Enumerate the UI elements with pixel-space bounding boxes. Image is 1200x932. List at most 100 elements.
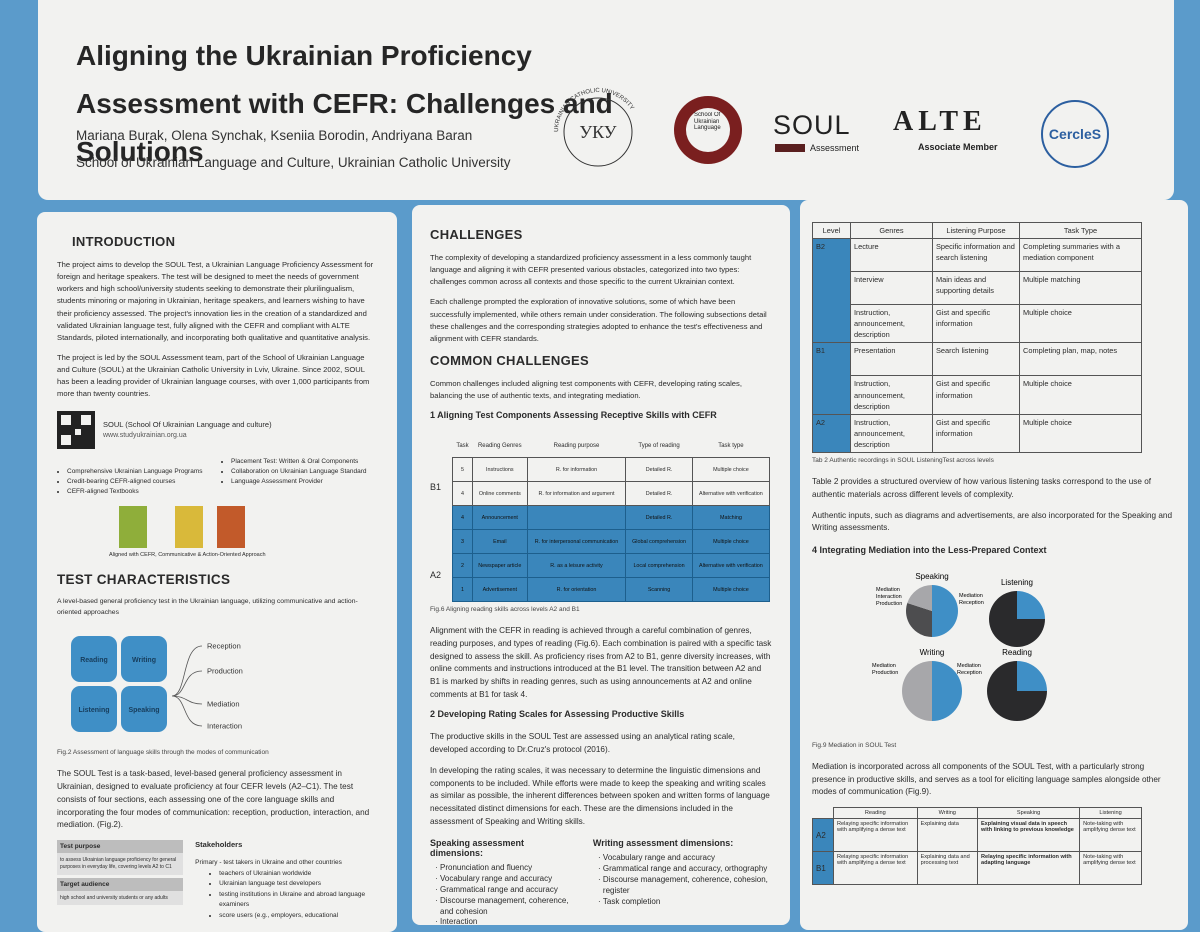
box-text: high school and university students or a… bbox=[57, 890, 184, 905]
listening-table: Level Genres Listening Purpose Task Type B2 L… bbox=[812, 221, 1142, 454]
logo-text: School Of Ukrainian Language bbox=[694, 112, 721, 132]
slice-label: Reception bbox=[959, 600, 984, 606]
dims-list: Vocabulary range and accuracyGrammatical… bbox=[593, 853, 772, 907]
header-cell: Speaking bbox=[976, 807, 1081, 820]
table-cell: Completing plan, map, notes bbox=[1019, 342, 1142, 377]
affiliation: School of Ukrainian Language and Culture… bbox=[76, 155, 511, 170]
qr-code bbox=[57, 410, 95, 449]
list-item: Vocabulary range and accuracy bbox=[440, 874, 575, 885]
table-cell: Instruction, announcement, description bbox=[850, 413, 933, 454]
soul-name: SOUL (School Of Ukrainian Language and c… bbox=[103, 420, 272, 430]
table-row: 1 Advertisement R. for orientation Scanning… bbox=[452, 577, 771, 603]
list-item: Task completion bbox=[603, 897, 772, 908]
textbook-caption: Aligned with CEFR, Communicative & Actio… bbox=[109, 551, 266, 558]
table-cell: Matching bbox=[691, 505, 771, 531]
skill-label: Listening bbox=[78, 707, 109, 714]
table-cell: Detailed R. bbox=[625, 481, 693, 507]
list-item: Grammatical range and accuracy bbox=[440, 885, 575, 896]
school-logo: School Of Ukrainian Language bbox=[674, 96, 742, 164]
table-cell: R. for orientation bbox=[526, 577, 627, 603]
list-item: Comprehensive Ukrainian Language Program… bbox=[67, 467, 217, 477]
slice-label: Mediation bbox=[872, 663, 896, 669]
left-column: INTRODUCTION The project aims to develop… bbox=[37, 212, 397, 932]
table-cell: Multiple choice bbox=[1019, 304, 1142, 344]
table-cell: Alternative with verification bbox=[691, 481, 771, 507]
skills-diagram: Reading Writing Listening Speaking Reception… bbox=[71, 636, 243, 733]
list-item: Language Assessment Provider bbox=[231, 477, 367, 487]
services-right: Placement Test: Written & Oral Component… bbox=[221, 457, 367, 498]
list-item: Vocabulary range and accuracy bbox=[603, 853, 772, 864]
mode-label: Interaction bbox=[207, 722, 242, 731]
list-item: Ukrainian language test developers bbox=[219, 879, 377, 889]
paragraph: Mediation is incorporated across all com… bbox=[812, 761, 1161, 797]
table-cell: Relaying specific information with adapt… bbox=[976, 851, 1081, 886]
textbooks bbox=[119, 505, 377, 548]
table-cell: Gist and specific information bbox=[932, 413, 1020, 454]
logo-mark: УКУ bbox=[579, 122, 616, 142]
mode-label: Mediation bbox=[207, 700, 240, 709]
alte-sub: Associate Member bbox=[918, 142, 998, 152]
poster: Aligning the Ukrainian Proficiency Asses… bbox=[0, 0, 1200, 909]
dims-heading: Speaking assessment dimensions: bbox=[430, 838, 525, 859]
table-cell: Relaying specific information with ampli… bbox=[833, 818, 918, 853]
table-cell: R. for information bbox=[526, 457, 627, 483]
header-panel: Aligning the Ukrainian Proficiency Asses… bbox=[38, 0, 1174, 200]
paragraph: The productive skills in the SOUL Test a… bbox=[430, 732, 735, 755]
section-heading: INTRODUCTION bbox=[72, 234, 176, 249]
paragraph: The project is led by the SOUL Assessmen… bbox=[57, 352, 370, 399]
section-heading: CHALLENGES bbox=[430, 227, 523, 242]
table-cell: Relaying specific information with ampli… bbox=[833, 851, 918, 886]
table-cell: Lecture bbox=[850, 238, 933, 273]
stakeholders-list: teachers of Ukrainian worldwideUkrainian… bbox=[195, 869, 377, 921]
pie-slice bbox=[906, 602, 932, 637]
level-cell: B1 bbox=[812, 342, 851, 415]
paragraph: Authentic inputs, such as diagrams and a… bbox=[812, 510, 1173, 533]
table-cell: Online comments bbox=[471, 481, 528, 507]
list-item: testing institutions in Ukraine and abro… bbox=[219, 890, 377, 911]
alte-logo: ALTE bbox=[893, 106, 987, 137]
header-cell: Genres bbox=[850, 221, 933, 240]
mode-label: Reception bbox=[207, 642, 241, 651]
paragraph: Common challenges included aligning test… bbox=[430, 378, 742, 401]
table-cell: Local comprehension bbox=[625, 553, 693, 579]
table-cell: Explaining visual data in speech with li… bbox=[976, 818, 1081, 853]
cercles-logo: CercleS bbox=[1041, 100, 1109, 168]
paragraph: A level-based general proficiency test i… bbox=[57, 597, 358, 616]
table-row: Interview Main ideas and supporting detai… bbox=[813, 271, 1142, 306]
header-cell: Listening bbox=[1079, 807, 1142, 820]
table-row: Instruction, announcement, description Gi… bbox=[813, 375, 1142, 415]
box-heading: Target audience bbox=[57, 877, 184, 891]
table-row: 2 Newspaper article R. as a leisure activi… bbox=[452, 553, 771, 579]
pie-slice bbox=[907, 584, 932, 611]
dimensions: Speaking assessment dimensions: Pronuncia… bbox=[430, 838, 772, 925]
table-cell: R. for interpersonal communication bbox=[526, 529, 627, 555]
table-cell: Instruction, announcement, description bbox=[850, 304, 933, 344]
pie-title: Listening bbox=[1001, 578, 1033, 587]
header-cell: Task bbox=[456, 442, 469, 449]
table-cell: 2 bbox=[452, 553, 473, 579]
paragraph: Table 2 provides a structured overview o… bbox=[812, 477, 1152, 499]
table-cell: Search listening bbox=[932, 342, 1020, 377]
skill-box bbox=[71, 686, 117, 733]
mediation-pies: SpeakingMediationInteractionProductionLi… bbox=[872, 572, 1047, 721]
paragraph: The project aims to develop the SOUL Tes… bbox=[57, 260, 374, 342]
figure-caption: Fig.6 Aligning reading skills across lev… bbox=[430, 606, 580, 614]
table-row: 5 Instructions R. for information Detailed … bbox=[452, 457, 771, 483]
services-left: Comprehensive Ukrainian Language Program… bbox=[57, 467, 217, 498]
pie-title: Reading bbox=[1002, 648, 1032, 657]
table-row: 4 Announcement Detailed R. Matching bbox=[452, 505, 771, 531]
table-row: 4 Online comments R. for information and a… bbox=[452, 481, 771, 507]
pie-slice bbox=[932, 584, 958, 637]
table-header: Task Reading Genres Reading purpose Type of… bbox=[453, 434, 770, 458]
header-cell: Listening Purpose bbox=[932, 221, 1020, 240]
pie-title: Speaking bbox=[915, 572, 948, 581]
table-cell: 1 bbox=[452, 577, 473, 603]
level-cell: B2 bbox=[812, 238, 851, 344]
table-cell: Completing summaries with a mediation co… bbox=[1019, 238, 1142, 273]
website: www.studyukrainian.org.ua bbox=[103, 432, 187, 440]
slice-label: Mediation bbox=[876, 587, 900, 593]
paragraph: In developing the rating scales, it was … bbox=[430, 765, 770, 826]
reading-table: Task Reading Genres Reading purpose Type of… bbox=[452, 434, 771, 603]
fact-boxes: Test purpose to assess Ukrainian languag… bbox=[57, 839, 184, 921]
header-cell: Type of reading bbox=[638, 442, 680, 449]
